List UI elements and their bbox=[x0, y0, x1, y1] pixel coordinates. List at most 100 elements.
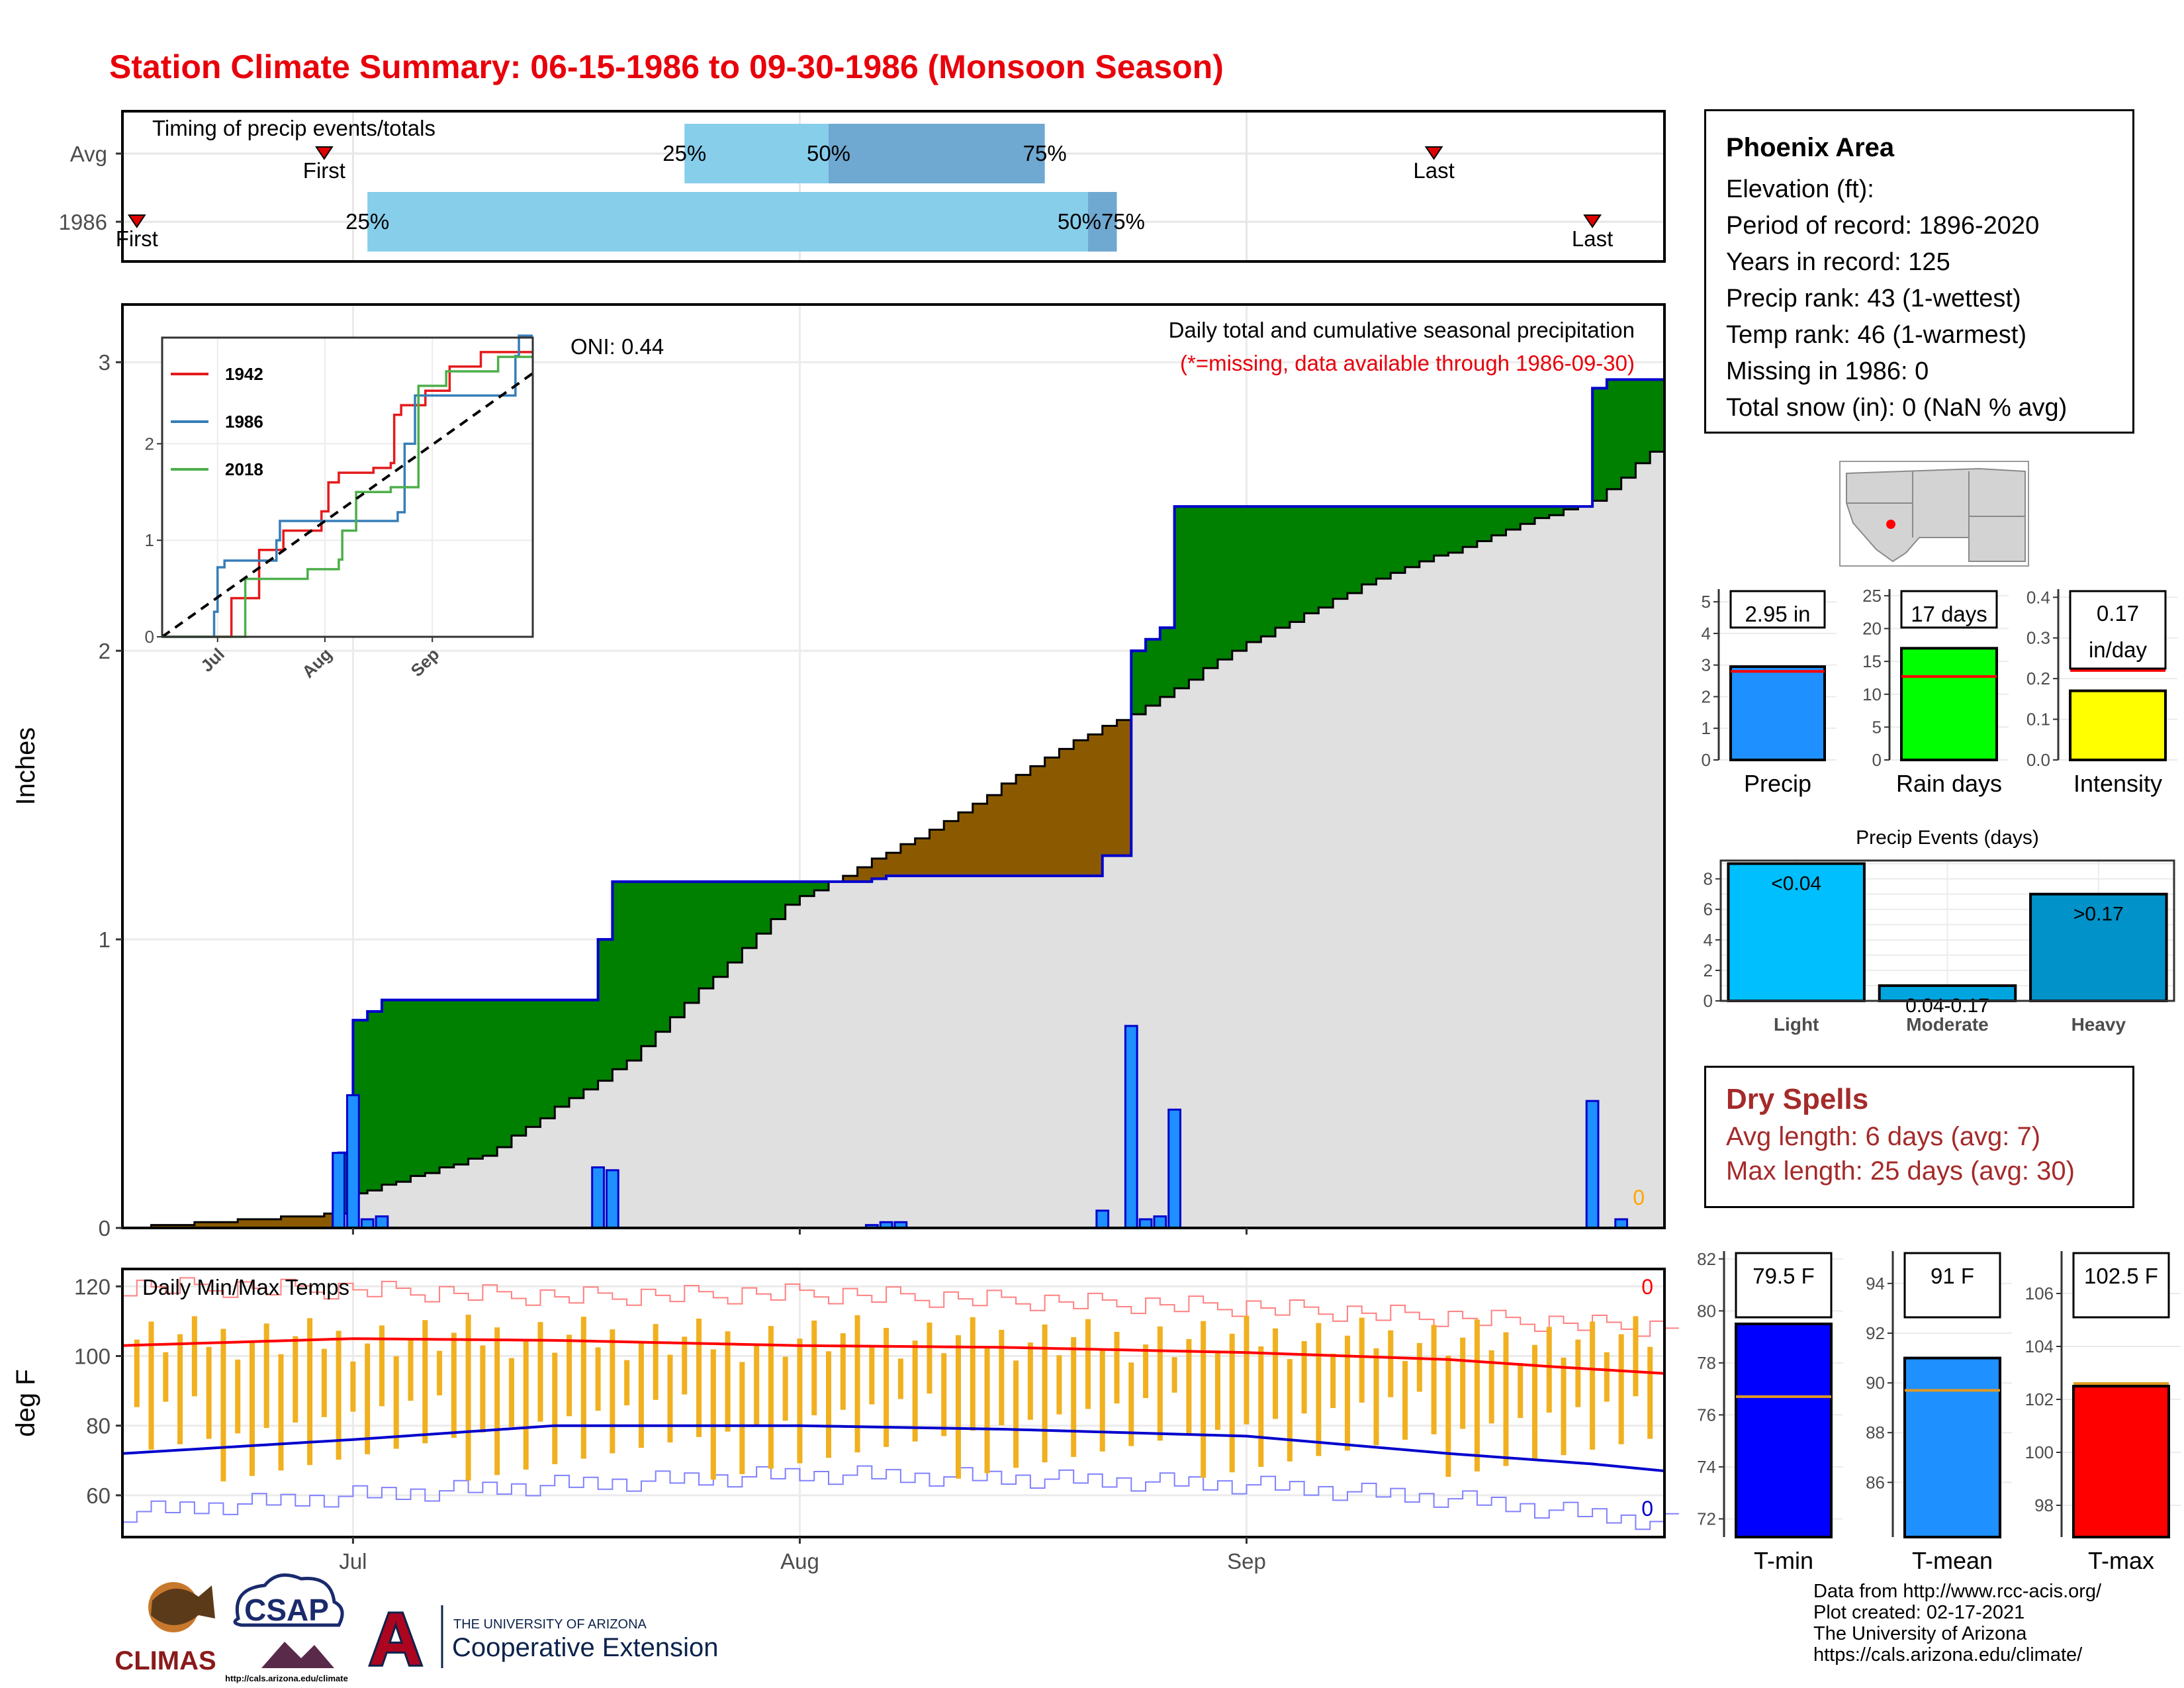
daily-temp-bar bbox=[739, 1362, 745, 1474]
timing-bar-50-75 bbox=[829, 124, 1045, 183]
deficit-segment bbox=[310, 1216, 325, 1228]
events-frame bbox=[1719, 859, 2175, 1002]
deficit-segment bbox=[915, 838, 931, 876]
precip-y-tick-label: 3 bbox=[99, 350, 111, 375]
mini-y-tick-label: 0 bbox=[1702, 750, 1711, 770]
daily-temp-bar bbox=[854, 1315, 860, 1453]
mini-category-label: Intensity bbox=[2073, 770, 2162, 797]
daily-temp-bar bbox=[653, 1324, 659, 1400]
daily-temp-bar bbox=[365, 1343, 371, 1454]
daily-temp-bar bbox=[1229, 1333, 1235, 1473]
precip-subtitle: (*=missing, data available through 1986-… bbox=[1180, 351, 1635, 375]
surplus-segment bbox=[612, 881, 627, 1070]
daily-temp-bar bbox=[321, 1348, 327, 1417]
temps-y-tick-label: 60 bbox=[86, 1483, 111, 1508]
daily-temp-bar bbox=[1085, 1319, 1091, 1409]
daily-temp-bar bbox=[1258, 1346, 1264, 1467]
daily-temp-bar bbox=[1056, 1355, 1062, 1415]
mini-value-label-box bbox=[1729, 590, 1826, 629]
station-name: Phoenix Area bbox=[1726, 133, 1895, 162]
deficit-segment bbox=[151, 1225, 166, 1228]
daily-temp-bar bbox=[1071, 1336, 1077, 1457]
precip-events-panel: Precip Events (days) <0.04 Light 0.04-0.17M… bbox=[1704, 827, 2175, 1035]
daily-temp-bar bbox=[1027, 1342, 1033, 1420]
daily-temp-bar bbox=[955, 1335, 961, 1479]
surplus-segment bbox=[713, 881, 729, 977]
timing-avg-p75-label: 75% bbox=[1023, 141, 1067, 165]
surplus-segment bbox=[598, 939, 613, 1081]
timing-year-p25-label: 25% bbox=[345, 209, 389, 234]
daily-temp-bar bbox=[682, 1336, 688, 1395]
deficit-segment bbox=[180, 1225, 195, 1228]
mini-y-tick-label: 4 bbox=[1702, 624, 1711, 643]
daily-temp-bar bbox=[336, 1331, 341, 1460]
deficit-segment bbox=[958, 812, 974, 876]
surplus-segment bbox=[396, 1000, 412, 1182]
mini-y-tick-label: 82 bbox=[1697, 1249, 1716, 1269]
timing-bar-25-50 bbox=[684, 124, 829, 183]
station-precip-rank: Precip rank: 43 (1-wettest) bbox=[1726, 285, 2021, 312]
mini-value-label: 2.95 in bbox=[1745, 602, 1810, 626]
timing-year-p50-p75-label: 50%75% bbox=[1058, 209, 1145, 234]
dry-spells-avg: Avg length: 6 days (avg: 7) bbox=[1726, 1122, 2041, 1151]
last-marker bbox=[1583, 214, 1602, 228]
precipitation-panel: Daily total and cumulative seasonal prec… bbox=[11, 303, 1666, 1241]
daily-temp-bar bbox=[1013, 1360, 1019, 1468]
dry-spells-title: Dry Spells bbox=[1726, 1083, 1869, 1115]
precip-y-axis-label: Inches bbox=[11, 727, 40, 806]
inset-series-line bbox=[162, 351, 533, 638]
daily-temp-bar bbox=[1273, 1328, 1279, 1419]
surplus-segment bbox=[670, 881, 685, 1017]
daily-temp-bar bbox=[1518, 1363, 1524, 1419]
daily-precip-bar bbox=[1095, 1209, 1110, 1229]
surplus-segment bbox=[1477, 506, 1492, 541]
daily-temp-bar bbox=[1301, 1340, 1307, 1414]
temps-y-tick-label: 120 bbox=[74, 1274, 111, 1299]
surplus-segment bbox=[1592, 388, 1608, 501]
deficit-segment bbox=[281, 1216, 296, 1228]
daily-temp-bar bbox=[1474, 1319, 1480, 1472]
daily-precip-bar bbox=[332, 1152, 346, 1229]
daily-temp-bar bbox=[1575, 1339, 1581, 1407]
daily-temp-bar bbox=[1590, 1321, 1596, 1450]
footer-line: https://cals.arizona.edu/climate/ bbox=[1813, 1644, 2083, 1665]
daily-precip-bar bbox=[375, 1215, 389, 1229]
daily-temp-bar bbox=[134, 1339, 140, 1407]
first-label: First bbox=[303, 158, 345, 183]
mini-value-label: 0.17 bbox=[2097, 601, 2139, 626]
daily-temp-bar bbox=[537, 1322, 543, 1422]
footer-credits: Data from http://www.rcc-acis.org/ Plot … bbox=[1813, 1581, 2101, 1665]
events-y-tick-label: 8 bbox=[1704, 869, 1713, 889]
station-temp-rank: Temp rank: 46 (1-warmest) bbox=[1726, 321, 2027, 349]
daily-temp-bar bbox=[1128, 1362, 1134, 1446]
daily-temp-bar bbox=[552, 1352, 558, 1464]
mini-y-tick-label: 0.2 bbox=[2026, 669, 2050, 688]
surplus-segment bbox=[555, 1000, 570, 1107]
mini-y-tick-label: 102 bbox=[2025, 1389, 2054, 1409]
deficit-segment bbox=[266, 1219, 282, 1228]
daily-temp-bar bbox=[1171, 1357, 1177, 1393]
daily-temp-bar bbox=[927, 1322, 933, 1394]
mini-y-tick-label: 98 bbox=[2034, 1495, 2054, 1515]
station-missing: Missing in 1986: 0 bbox=[1726, 357, 1929, 385]
surplus-segment bbox=[1448, 506, 1463, 553]
surplus-segment bbox=[1650, 379, 1665, 452]
mini-y-tick-label: 76 bbox=[1697, 1405, 1716, 1425]
deficit-segment bbox=[1016, 774, 1031, 876]
deficit-segment bbox=[295, 1216, 310, 1228]
record-low-line bbox=[122, 1465, 1679, 1530]
daily-temp-bar bbox=[249, 1341, 255, 1476]
mini-y-tick-label: 92 bbox=[1866, 1323, 1885, 1343]
temps-x-tick-label: Aug bbox=[780, 1549, 819, 1573]
surplus-segment bbox=[1405, 506, 1420, 567]
daily-temp-bar bbox=[1042, 1324, 1048, 1463]
temps-x-tick-label: Jul bbox=[339, 1549, 367, 1573]
daily-temp-bar bbox=[1359, 1317, 1365, 1403]
surplus-segment bbox=[1463, 506, 1478, 547]
surplus-segment bbox=[684, 881, 700, 1003]
deficit-segment bbox=[1001, 783, 1017, 876]
mini-y-tick-label: 1 bbox=[1702, 718, 1711, 738]
deficit-segment bbox=[1102, 726, 1118, 856]
surplus-segment bbox=[799, 881, 815, 896]
